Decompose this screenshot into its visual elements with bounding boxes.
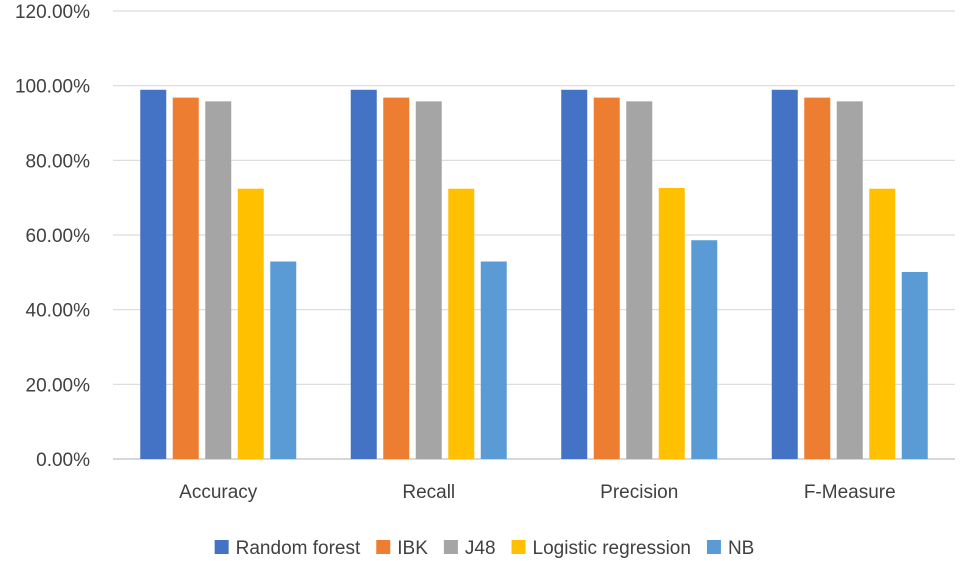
bar-random-forest-accuracy xyxy=(140,89,167,460)
bar-logistic-regression-recall xyxy=(448,188,475,459)
bar-j48-accuracy xyxy=(205,101,232,459)
legend-label: J48 xyxy=(465,538,496,559)
bar-random-forest-f-measure xyxy=(771,89,798,460)
y-tick-label: 20.00% xyxy=(26,375,91,396)
bar-random-forest-recall xyxy=(350,89,377,460)
legend-label: Random forest xyxy=(236,538,361,559)
bar-random-forest-precision xyxy=(561,89,588,460)
y-tick-label: 120.00% xyxy=(15,2,90,23)
y-tick-label: 100.00% xyxy=(15,77,90,98)
bar-nb-precision xyxy=(691,240,718,459)
legend-swatch xyxy=(376,540,391,554)
legend: Random forest IBK J48 Logistic regression NB xyxy=(214,538,754,559)
legend-label: NB xyxy=(728,538,754,559)
bar-logistic-regression-accuracy xyxy=(237,188,264,459)
y-tick-label: 0.00% xyxy=(36,450,90,471)
legend-swatch xyxy=(511,540,526,554)
y-axis-ticks: 0.00% 20.00% 40.00% 60.00% 80.00% 100.00% 120.… xyxy=(15,2,90,471)
bars xyxy=(140,89,928,460)
bar-ibk-f-measure xyxy=(804,97,831,459)
y-tick-label: 40.00% xyxy=(26,301,91,322)
bar-ibk-accuracy xyxy=(172,97,199,459)
bar-ibk-recall xyxy=(383,97,410,459)
bar-j48-precision xyxy=(626,101,653,459)
y-tick-label: 60.00% xyxy=(26,226,91,247)
x-category-label: F-Measure xyxy=(804,482,896,503)
bar-nb-recall xyxy=(480,261,507,459)
bar-nb-accuracy xyxy=(270,261,297,459)
bar-j48-recall xyxy=(415,101,442,459)
legend-label: Logistic regression xyxy=(533,538,691,559)
bar-logistic-regression-precision xyxy=(658,187,685,459)
legend-swatch xyxy=(706,540,721,554)
legend-label: IBK xyxy=(397,538,428,559)
bar-ibk-precision xyxy=(593,97,620,459)
bar-nb-f-measure xyxy=(901,271,928,459)
legend-swatch xyxy=(214,540,229,554)
bar-logistic-regression-f-measure xyxy=(869,188,896,459)
x-axis-categories: Accuracy Recall Precision F-Measure xyxy=(179,482,896,503)
x-category-label: Accuracy xyxy=(179,482,258,503)
y-tick-label: 80.00% xyxy=(26,151,91,172)
x-category-label: Precision xyxy=(600,482,678,503)
x-category-label: Recall xyxy=(402,482,455,503)
legend-swatch xyxy=(443,540,458,554)
bar-j48-f-measure xyxy=(836,101,863,459)
